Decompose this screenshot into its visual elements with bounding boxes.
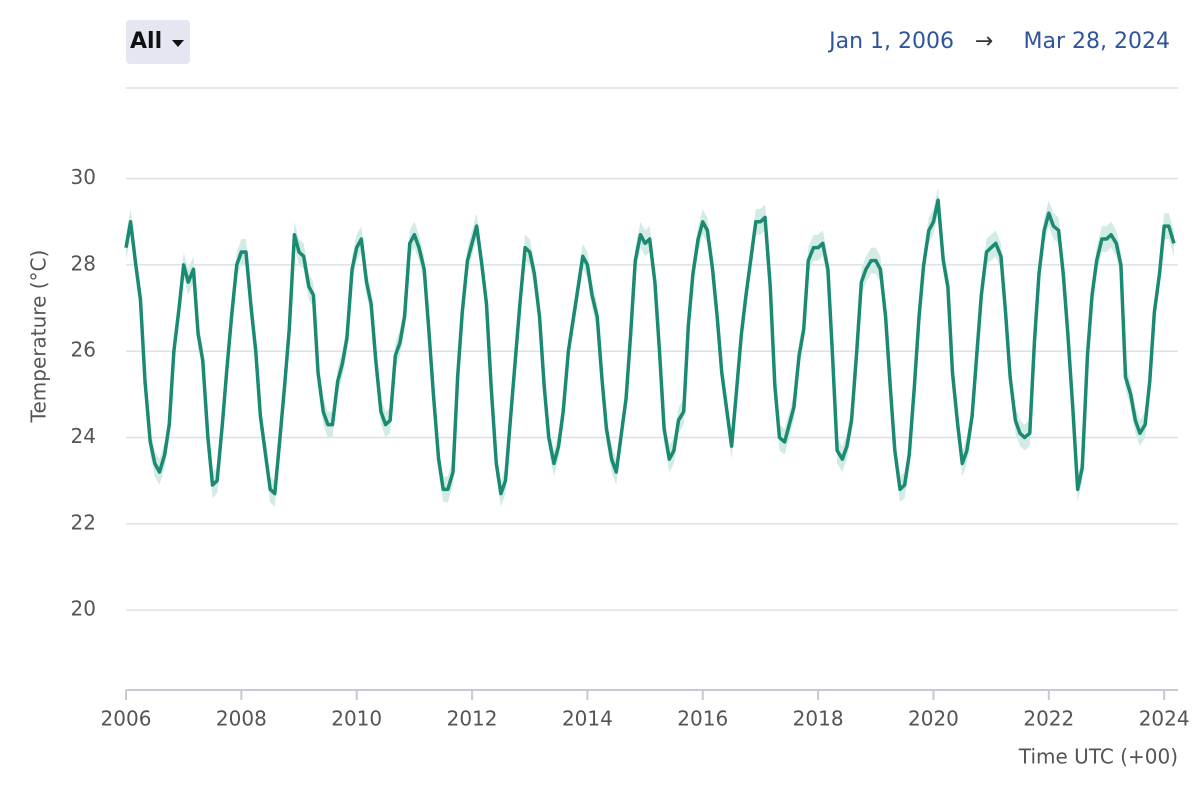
range-dropdown-label[interactable]: All bbox=[130, 29, 162, 54]
x-tick-label: 2008 bbox=[216, 707, 267, 731]
x-tick-label: 2012 bbox=[447, 707, 498, 731]
x-axis-title: Time UTC (+00) bbox=[1018, 745, 1178, 769]
x-tick-label: 2024 bbox=[1139, 707, 1190, 731]
y-tick-label: 24 bbox=[71, 424, 96, 448]
x-tick-label: 2020 bbox=[908, 707, 959, 731]
range-band bbox=[126, 187, 1174, 507]
x-tick-label: 2016 bbox=[677, 707, 728, 731]
x-tick-label: 2018 bbox=[793, 707, 844, 731]
x-tick-label: 2014 bbox=[562, 707, 613, 731]
range-arrow: → bbox=[975, 29, 993, 54]
x-tick-label: 2006 bbox=[101, 707, 152, 731]
dropdown-caret[interactable] bbox=[172, 40, 184, 47]
x-tick-label: 2010 bbox=[331, 707, 382, 731]
range-start: Jan 1, 2006 bbox=[827, 29, 954, 54]
x-tick-label: 2022 bbox=[1023, 707, 1074, 731]
range-dropdown[interactable] bbox=[126, 20, 190, 64]
y-tick-label: 28 bbox=[71, 251, 96, 275]
temperature-line bbox=[124, 198, 1176, 496]
y-tick-label: 26 bbox=[71, 338, 96, 362]
range-end: Mar 28, 2024 bbox=[1024, 29, 1170, 54]
y-tick-label: 22 bbox=[71, 510, 96, 534]
y-tick-label: 20 bbox=[71, 597, 96, 621]
y-axis-title: Temperature (°C) bbox=[27, 250, 51, 424]
y-tick-label: 30 bbox=[71, 165, 96, 189]
